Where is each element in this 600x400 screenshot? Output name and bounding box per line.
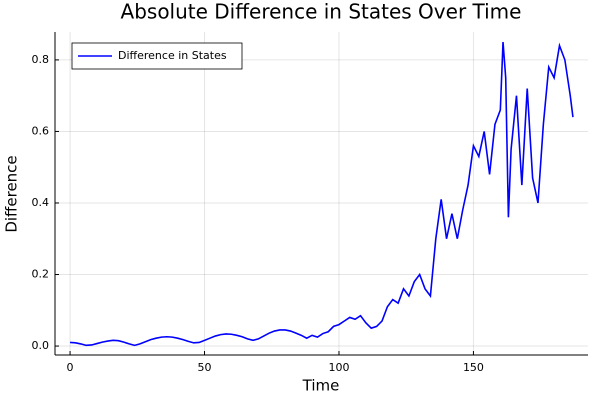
y-tick-label: 0.6 — [32, 124, 50, 137]
x-tick-label: 100 — [328, 361, 349, 374]
y-tick-label: 0.0 — [32, 339, 50, 352]
x-tick-label: 0 — [67, 361, 74, 374]
x-tick-label: 50 — [198, 361, 212, 374]
data-line — [70, 41, 574, 347]
y-axis-label: Difference — [3, 155, 21, 232]
x-tick-label: 150 — [463, 361, 484, 374]
legend-label: Difference in States — [118, 49, 227, 62]
y-tick-label: 0.4 — [32, 196, 50, 209]
y-tick-label: 0.8 — [32, 53, 50, 66]
x-axis-label: Time — [302, 377, 340, 395]
y-tick-label: 0.2 — [32, 268, 50, 281]
chart-title: Absolute Difference in States Over Time — [121, 0, 522, 24]
